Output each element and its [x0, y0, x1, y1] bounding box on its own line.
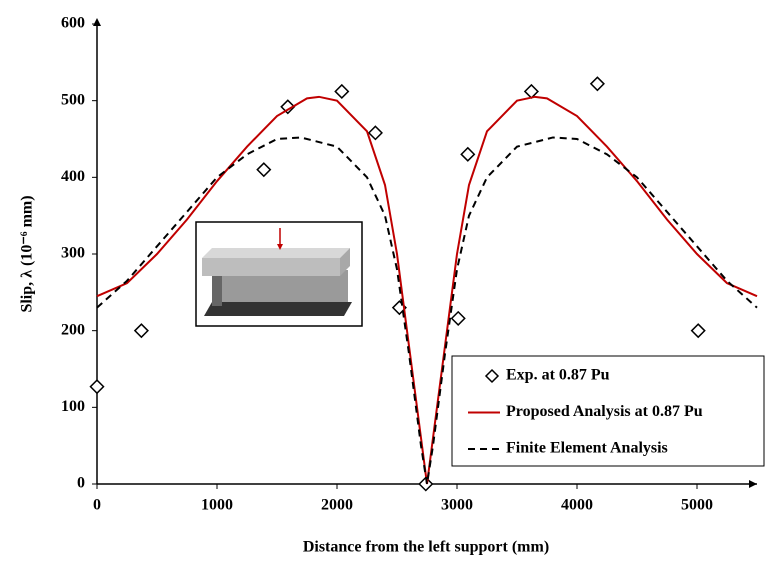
y-tick-label: 100 [61, 398, 85, 415]
y-tick-label: 600 [61, 15, 85, 32]
data-point [133, 323, 149, 339]
legend-marker [484, 368, 500, 384]
data-point [256, 162, 272, 178]
legend-label: Proposed Analysis at 0.87 Pu [506, 403, 703, 420]
data-line [96, 95, 758, 485]
inset-illustration [195, 221, 363, 327]
legend-label: Exp. at 0.87 Pu [506, 367, 610, 384]
x-tick-label: 2000 [321, 497, 353, 514]
x-tick-label: 3000 [441, 497, 473, 514]
y-tick-label: 400 [61, 168, 85, 185]
x-axis-label: Distance from the left support (mm) [303, 539, 549, 556]
data-point [367, 125, 383, 141]
x-tick-label: 4000 [561, 497, 593, 514]
y-tick-label: 0 [77, 475, 85, 492]
y-tick-label: 300 [61, 245, 85, 262]
data-point [690, 323, 706, 339]
data-point [89, 379, 105, 395]
x-tick-label: 0 [93, 497, 101, 514]
data-point [450, 310, 466, 326]
legend-box [451, 355, 765, 467]
y-tick-label: 200 [61, 321, 85, 338]
data-point [334, 83, 350, 100]
legend-label: Finite Element Analysis [506, 440, 668, 457]
data-point [589, 76, 605, 92]
x-axis-arrow [749, 480, 757, 488]
data-point [418, 476, 434, 492]
x-tick-label: 5000 [681, 497, 713, 514]
y-tick-label: 500 [61, 91, 85, 108]
x-tick-label: 1000 [201, 497, 233, 514]
y-axis-label: Slip, λ (10⁻⁶ mm) [19, 195, 36, 312]
data-line [96, 136, 758, 485]
data-point [460, 146, 476, 162]
data-point [280, 99, 296, 115]
